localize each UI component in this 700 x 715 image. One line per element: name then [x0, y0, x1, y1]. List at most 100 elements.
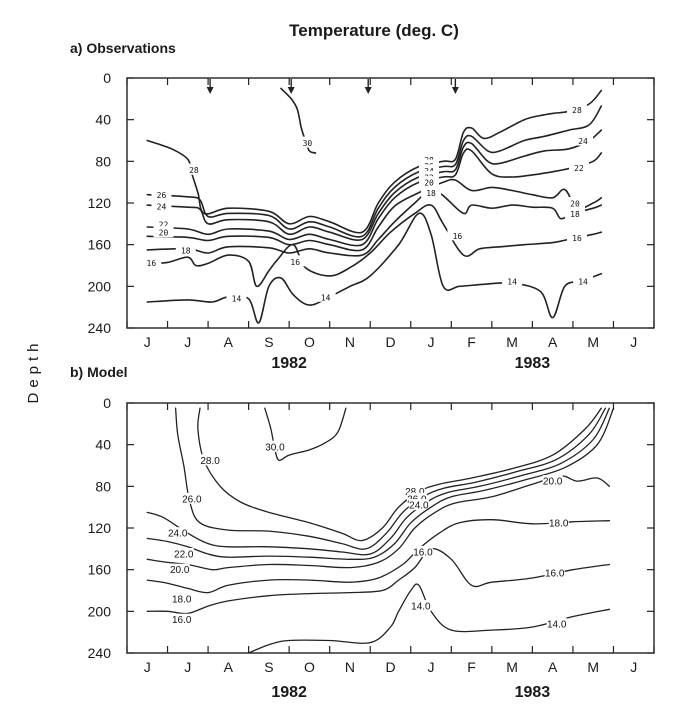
contour-label-22.0: 22.0 [174, 550, 194, 561]
x-tick-label: O [304, 334, 315, 350]
contour-label-30.0: 30.0 [265, 442, 285, 453]
contour-label-22: 22 [159, 220, 169, 229]
contour-label-bg [406, 492, 427, 504]
y-tick-label: 160 [88, 237, 112, 253]
isotherm-24 [146, 129, 603, 241]
contour-label-16: 16 [147, 259, 157, 268]
contour-label-bg [297, 136, 318, 148]
y-tick-label: 0 [103, 70, 111, 86]
isotherm-16.0 [146, 547, 611, 615]
contour-label-16: 16 [290, 258, 300, 267]
contour-label-18: 18 [181, 246, 191, 255]
contour-label-bg [151, 188, 172, 200]
contour-label-28: 28 [189, 166, 199, 175]
isotherm-22.0 [146, 407, 615, 560]
contour-label-bg [171, 613, 192, 625]
contour-label-bg [169, 563, 190, 575]
contour-label-bg [175, 243, 196, 255]
contour-label-24: 24 [157, 203, 167, 212]
y-tick-label: 120 [88, 195, 112, 211]
contour-label-28.0: 28.0 [200, 456, 220, 467]
contour-label-bg [404, 485, 425, 497]
contour-label-bg [151, 200, 172, 212]
x-tick-label: F [467, 334, 476, 350]
contour-label-bg [419, 164, 440, 176]
x-tick-label: N [345, 659, 355, 675]
contour-label-bg [419, 153, 440, 165]
x-tick-label: O [304, 659, 315, 675]
contour-label-22: 22 [574, 164, 584, 173]
x-tick-label: N [345, 334, 355, 350]
x-tick-label: M [587, 334, 599, 350]
isotherm-14 [146, 212, 603, 324]
x-tick-label: S [264, 659, 273, 675]
contour-label-16.0: 16.0 [413, 547, 433, 558]
contour-label-26.0: 26.0 [182, 494, 202, 505]
contour-label-14: 14 [321, 293, 331, 302]
contour-label-bg [419, 176, 440, 188]
year-label: 1983 [515, 684, 551, 701]
contour-label-18.0: 18.0 [549, 518, 569, 529]
x-tick-label: F [467, 659, 476, 675]
isotherm-26 [146, 105, 603, 238]
contour-label-bg [573, 275, 594, 287]
contour-label-16: 16 [572, 234, 582, 243]
isotherm-22 [146, 148, 603, 247]
contour-label-bg [447, 229, 468, 241]
isotherm-16 [146, 203, 603, 288]
isotherm-18.0 [146, 519, 611, 594]
isotherm-14.0 [247, 583, 611, 653]
chart-title: Temperature (deg. C) [289, 21, 459, 40]
isotherm-28.0 [197, 407, 602, 542]
x-tick-label: M [506, 659, 518, 675]
contour-label-30: 30 [303, 139, 313, 148]
isotherm-24.0 [146, 407, 611, 556]
contour-label-28: 28 [572, 106, 582, 115]
contour-label-bg [285, 255, 306, 267]
arrow-down-icon [206, 79, 214, 94]
x-tick-label: D [385, 659, 395, 675]
contour-label-24.0: 24.0 [409, 501, 429, 512]
isotherm-30 [280, 87, 317, 154]
x-tick-label: A [224, 659, 234, 675]
contour-label-bg [173, 548, 194, 560]
x-tick-label: J [630, 659, 637, 675]
contour-label-bg [502, 275, 523, 287]
y-tick-label: 240 [88, 645, 112, 661]
contour-label-bg [564, 207, 585, 219]
contour-label-18: 18 [426, 189, 436, 198]
x-tick-label: A [548, 334, 558, 350]
contour-label-bg [171, 592, 192, 604]
x-tick-label: D [385, 334, 395, 350]
x-tick-label: J [630, 334, 637, 350]
contour-label-16.0: 16.0 [172, 615, 192, 626]
contour-label-bg [141, 256, 162, 268]
contour-label-20: 20 [570, 200, 580, 209]
isotherm-26.0 [174, 407, 607, 550]
contour-label-bg [408, 499, 429, 511]
contour-label-20.0: 20.0 [170, 565, 190, 576]
contour-label-bg [544, 566, 565, 578]
isotherm-20 [146, 178, 603, 252]
arrow-down-icon [364, 79, 372, 94]
contour-label-20: 20 [424, 179, 434, 188]
contour-label-14.0: 14.0 [547, 619, 567, 630]
arrow-down-icon [287, 79, 295, 94]
contour-label-bg [412, 545, 433, 557]
contour-label-bg [566, 103, 587, 115]
contour-label-bg [167, 527, 188, 539]
contour-label-bg [548, 516, 569, 528]
contour-label-bg [200, 454, 221, 466]
contour-label-16.0: 16.0 [545, 568, 565, 579]
y-tick-label: 120 [88, 520, 112, 536]
contour-label-bg [264, 440, 285, 452]
y-tick-label: 80 [95, 153, 111, 169]
contour-label-bg [573, 134, 594, 146]
contour-label-bg [410, 600, 431, 612]
year-label: 1982 [271, 684, 307, 701]
x-tick-label: M [587, 659, 599, 675]
arrow-down-icon [451, 79, 459, 94]
observations-panel: a) Observations 0 40 80 120 160 200 240 J J A S O N D J… [70, 40, 655, 372]
x-tick-label: J [428, 334, 435, 350]
contour-label-bg [542, 475, 563, 487]
